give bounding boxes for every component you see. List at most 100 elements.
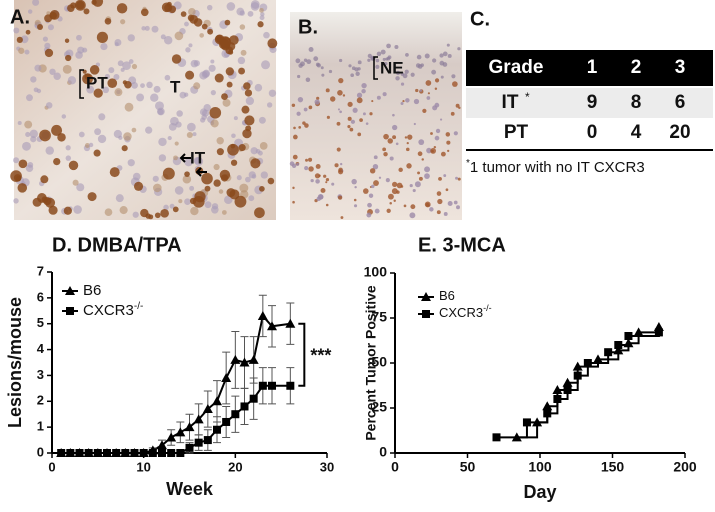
stain	[180, 11, 187, 17]
marker	[103, 449, 111, 457]
stain	[201, 23, 208, 30]
cell	[154, 101, 164, 111]
stain	[363, 188, 369, 194]
stain	[417, 151, 423, 157]
stain	[450, 111, 455, 116]
cell	[27, 161, 34, 168]
stain	[406, 163, 412, 169]
marker	[175, 427, 186, 437]
stain	[427, 92, 430, 95]
footnote-mark: *	[466, 158, 470, 169]
chart-title: D. DMBA/TPA	[52, 234, 182, 256]
header-cell: 1	[587, 57, 598, 78]
cell	[193, 156, 201, 164]
stain	[242, 128, 252, 139]
stain	[350, 119, 356, 124]
cell	[127, 159, 135, 167]
cell	[178, 199, 183, 204]
panel-label: A.	[10, 6, 30, 28]
stain	[407, 134, 413, 140]
y-tick-label: 50	[371, 354, 387, 370]
cell	[394, 44, 399, 50]
cell	[169, 203, 175, 209]
marker	[193, 414, 204, 424]
stain	[109, 167, 120, 178]
cell	[173, 155, 178, 161]
cell	[119, 206, 128, 215]
cell	[357, 67, 361, 71]
stain	[387, 138, 393, 144]
stain	[373, 155, 378, 160]
stain	[338, 78, 344, 84]
marker	[258, 381, 267, 390]
y-tick-label: 5	[37, 315, 44, 330]
stain	[376, 95, 381, 100]
legend-name: B6	[83, 282, 101, 299]
stain	[413, 98, 420, 105]
stain	[317, 194, 324, 200]
cell	[240, 49, 247, 56]
cell	[45, 146, 54, 155]
stain	[124, 80, 132, 89]
cell	[255, 148, 261, 154]
x-tick-label: 30	[320, 459, 334, 474]
row-bg	[466, 88, 713, 118]
stain	[44, 48, 54, 58]
cell	[224, 195, 233, 205]
stain	[204, 185, 211, 192]
stain	[40, 175, 49, 184]
cell	[175, 121, 182, 128]
cell	[216, 137, 224, 145]
arrows	[179, 153, 207, 177]
marker	[633, 327, 644, 337]
stain	[371, 184, 375, 189]
stain	[267, 38, 278, 49]
cell	[131, 127, 137, 133]
cell	[108, 67, 115, 74]
cell	[355, 71, 360, 76]
stain	[291, 163, 297, 168]
cell	[313, 56, 319, 62]
significance-label: ***	[310, 345, 331, 365]
cell	[375, 64, 380, 69]
x-tick-label: 200	[673, 459, 697, 475]
legend-name: B6	[439, 288, 455, 303]
stain	[425, 80, 432, 86]
cell: IT	[502, 92, 519, 113]
cell: 4	[631, 122, 642, 143]
stain	[245, 125, 252, 132]
stain	[372, 163, 379, 170]
cell: 9	[587, 92, 598, 113]
cell	[62, 64, 72, 74]
marker	[230, 354, 241, 364]
cell	[221, 210, 227, 215]
stain	[455, 103, 460, 108]
legend-label: CXCR3-/-	[439, 303, 492, 320]
cell	[132, 211, 139, 218]
cell	[210, 90, 216, 96]
stain	[400, 82, 405, 86]
stain	[209, 106, 222, 119]
stain	[369, 168, 376, 174]
cell	[164, 74, 171, 81]
stain	[396, 182, 403, 189]
stain	[316, 96, 320, 100]
step-line	[496, 422, 528, 439]
stain	[445, 132, 451, 137]
stain	[382, 147, 387, 152]
cell	[386, 56, 391, 61]
marker	[184, 422, 195, 432]
stain	[67, 4, 75, 12]
stain	[434, 87, 438, 90]
stain	[426, 96, 431, 100]
cell	[182, 174, 192, 184]
y-tick-label: 0	[379, 444, 387, 460]
cell	[26, 94, 33, 102]
marker	[176, 449, 185, 457]
y-tick-label: 25	[371, 399, 387, 415]
cell	[320, 66, 324, 70]
cell	[239, 24, 246, 30]
cell	[97, 134, 107, 144]
stain	[439, 118, 443, 121]
marker	[66, 449, 75, 457]
